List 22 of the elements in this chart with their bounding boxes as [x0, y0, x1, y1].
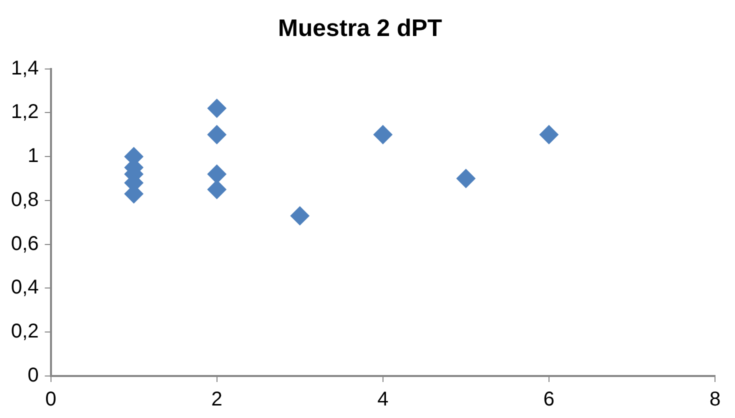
y-tick-label: 1,2 — [10, 101, 39, 124]
x-tick-label: 8 — [709, 388, 721, 411]
y-tick-label: 0,2 — [10, 320, 39, 343]
point — [373, 125, 392, 144]
point — [207, 180, 226, 199]
y-tick-label: 0 — [28, 364, 39, 387]
y-tick-label: 1,4 — [10, 57, 39, 80]
x-tick-label: 0 — [45, 388, 56, 411]
point — [456, 169, 476, 188]
x-tick-label: 2 — [211, 388, 222, 411]
chart-title: Muestra 2 dPT — [278, 15, 442, 42]
y-tick-label: 0,6 — [10, 232, 39, 255]
point — [290, 206, 310, 226]
y-tick-label: 0,8 — [10, 188, 39, 211]
x-tick-label: 6 — [543, 388, 555, 411]
x-tick-label: 4 — [377, 388, 388, 411]
point — [207, 164, 226, 184]
y-tick-label: 1 — [28, 145, 39, 168]
point — [207, 98, 226, 118]
point — [539, 125, 558, 144]
y-tick-label: 0,4 — [10, 276, 39, 299]
point — [207, 125, 226, 144]
